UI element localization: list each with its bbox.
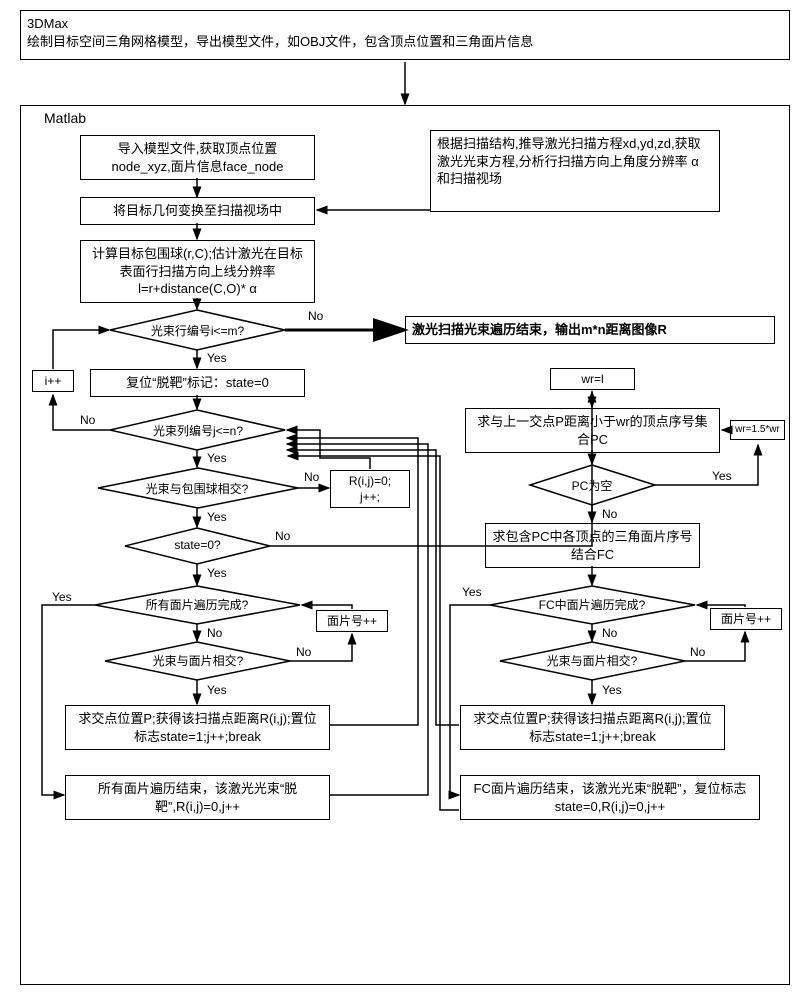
box-scanparams-text: 根据扫描结构,推导激光扫描方程xd,yd,zd,获取激光光束方程,分析行扫描方向… [437, 136, 701, 186]
box-allend-text: 所有面片遍历结束，该激光光束“脱靶”,R(i,j)=0,j++ [98, 781, 297, 814]
box-transform-text: 将目标几何变换至扫描视场中 [113, 203, 282, 218]
box-getp1-text: 求交点位置P;获得该扫描点距离R(i,j);置位标志state=1;j++;br… [78, 711, 316, 744]
box-fcend: FC面片遍历结束，该激光光束“脱靶”，复位标志state=0,R(i,j)=0,… [460, 775, 760, 820]
diamond-state0-text: state=0? [165, 538, 230, 552]
box-bsphere-text: 计算目标包围球(r,C);估计激光在目标表面行扫描方向上线分辨率l=r+dist… [92, 246, 303, 296]
box-wrl: wr=l [550, 368, 635, 390]
matlab-label: Matlab [40, 110, 90, 126]
lbl-allface-yes: Yes [50, 590, 74, 604]
box-output-text: 激光扫描光束遍历结束，输出m*n距离图像R [412, 322, 667, 337]
diamond-fcloop-text: FC中面片遍历完成? [526, 596, 658, 613]
box-facepp1-text: 面片号++ [327, 614, 377, 628]
box-wr15: wr=1.5*wr [730, 420, 785, 440]
lbl-sphere-yes: Yes [205, 510, 229, 524]
box-3dmax: 3DMax 绘制目标空间三角网格模型，导出模型文件，如OBJ文件，包含顶点位置和… [20, 10, 790, 60]
box-reset-text: 复位“脱靶”标记：state=0 [126, 375, 269, 390]
box-scanparams: 根据扫描结构,推导激光扫描方程xd,yd,zd,获取激光光束方程,分析行扫描方向… [430, 130, 720, 212]
lbl-fc1-no: No [294, 645, 313, 659]
box-import: 导入模型文件,获取顶点位置 node_xyz,面片信息face_node [80, 135, 315, 180]
lbl-pc-no: No [600, 507, 619, 521]
box-3dmax-title: 3DMax [27, 15, 783, 33]
lbl-fc2-yes: Yes [600, 683, 624, 697]
box-bsphere: 计算目标包围球(r,C);估计激光在目标表面行扫描方向上线分辨率l=r+dist… [80, 240, 315, 303]
box-3dmax-desc: 绘制目标空间三角网格模型，导出模型文件，如OBJ文件，包含顶点位置和三角面片信息 [27, 33, 783, 51]
lbl-allface-no: No [205, 626, 224, 640]
box-import-text: 导入模型文件,获取顶点位置 node_xyz,面片信息face_node [112, 141, 284, 174]
box-pset: 求与上一交点P距离小于wr的顶点序号集合PC [465, 408, 720, 453]
box-allend: 所有面片遍历结束，该激光光束“脱靶”,R(i,j)=0,j++ [65, 775, 330, 820]
lbl-col-yes: Yes [205, 451, 229, 465]
box-fc-text: 求包含PC中各顶点的三角面片序号结合FC [492, 529, 692, 562]
lbl-row-no: No [306, 309, 325, 323]
lbl-row-yes: Yes [205, 351, 229, 365]
diamond-sphere-text: 光束与包围球相交? [132, 480, 262, 497]
box-fc: 求包含PC中各顶点的三角面片序号结合FC [485, 523, 700, 568]
lbl-sphere-no: No [302, 470, 321, 484]
box-getp1: 求交点位置P;获得该扫描点距离R(i,j);置位标志state=1;j++;br… [65, 705, 330, 750]
box-fcend-text: FC面片遍历结束，该激光光束“脱靶”，复位标志state=0,R(i,j)=0,… [474, 781, 747, 814]
lbl-pc-yes: Yes [710, 469, 734, 483]
lbl-fc2-no: No [688, 645, 707, 659]
box-getp2: 求交点位置P;获得该扫描点距离R(i,j);置位标志state=1;j++;br… [460, 705, 725, 750]
lbl-col-no: No [78, 413, 97, 427]
box-facepp1: 面片号++ [316, 610, 388, 632]
box-reset: 复位“脱靶”标记：state=0 [90, 369, 305, 397]
box-rij0-text: R(i,j)=0; j++; [349, 474, 391, 504]
diamond-facecross2-text: 光束与面片相交? [532, 652, 652, 669]
box-wrl-text: wr=l [581, 372, 603, 386]
diamond-allface-text: 所有面片遍历完成? [132, 596, 262, 613]
diamond-row-text: 光束行编号i<=m? [140, 322, 255, 339]
box-ipp-text: i++ [45, 374, 62, 388]
box-wr15-text: wr=1.5*wr [735, 424, 780, 435]
lbl-fc1-yes: Yes [205, 683, 229, 697]
box-transform: 将目标几何变换至扫描视场中 [80, 197, 315, 225]
box-ipp: i++ [32, 370, 74, 392]
diamond-facecross1-text: 光束与面片相交? [138, 652, 258, 669]
lbl-fcloop-no: No [600, 626, 619, 640]
diamond-col-text: 光束列编号j<=n? [138, 422, 258, 439]
diamond-pc-text: PC为空 [562, 477, 622, 494]
box-getp2-text: 求交点位置P;获得该扫描点距离R(i,j);置位标志state=1;j++;br… [473, 711, 711, 744]
box-facepp2-text: 面片号++ [721, 612, 771, 626]
box-pset-text: 求与上一交点P距离小于wr的顶点序号集合PC [477, 414, 707, 447]
box-output: 激光扫描光束遍历结束，输出m*n距离图像R [405, 316, 775, 344]
box-rij0: R(i,j)=0; j++; [330, 470, 410, 508]
box-facepp2: 面片号++ [710, 608, 782, 630]
flowchart-container: 3DMax 绘制目标空间三角网格模型，导出模型文件，如OBJ文件，包含顶点位置和… [10, 10, 795, 990]
lbl-state0-no: No [273, 529, 292, 543]
lbl-fcloop-yes: Yes [460, 585, 484, 599]
lbl-state0-yes: Yes [205, 566, 229, 580]
